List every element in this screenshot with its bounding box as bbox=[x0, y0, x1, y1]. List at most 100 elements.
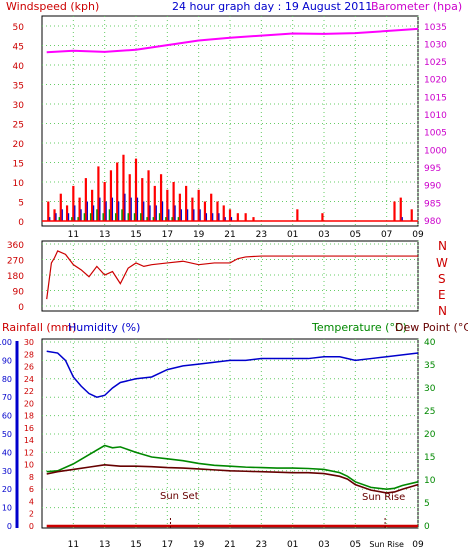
direction-tick-label: 360 bbox=[7, 241, 24, 251]
barometer-line bbox=[46, 27, 419, 54]
weather-x-tick-label: Sun Rise bbox=[369, 540, 404, 549]
weather-x-tick-label: 17 bbox=[162, 540, 173, 550]
weather-x-tick-label: 19 bbox=[193, 540, 205, 550]
rainfall-tick-label: 8 bbox=[29, 473, 34, 482]
compass-e: E bbox=[438, 288, 446, 302]
wind-x-tick-label: 05 bbox=[350, 230, 361, 240]
humidity-tick-label: 0 bbox=[7, 522, 12, 531]
barometer-tick-label: 1030 bbox=[424, 40, 447, 50]
temperature-tick-label: 10 bbox=[424, 476, 436, 486]
temperature-tick-label: 30 bbox=[424, 384, 436, 394]
wind-x-tick-label: 17 bbox=[162, 230, 173, 240]
humidity-line bbox=[46, 350, 419, 398]
wind-x-tick-label: 11 bbox=[68, 230, 79, 240]
barometer-tick-label: 1000 bbox=[424, 146, 447, 156]
wind-tick-label: 5 bbox=[18, 199, 24, 209]
temperature-tick-label: 25 bbox=[424, 407, 435, 417]
humidity-tick-label: 70 bbox=[2, 393, 12, 402]
compass-n-bottom: N bbox=[438, 304, 447, 318]
temperature-tick-label: 0 bbox=[424, 522, 430, 532]
dewpoint-axis-label: Dew Point (°C) bbox=[395, 321, 468, 334]
sunset-label: Sun Set bbox=[160, 491, 199, 502]
direction-panel-frame bbox=[41, 240, 419, 312]
barometer-tick-label: 1035 bbox=[424, 23, 447, 33]
rainfall-tick-label: 28 bbox=[24, 350, 34, 359]
rainfall-tick-label: 18 bbox=[24, 412, 34, 421]
weather-x-tick-label: 13 bbox=[99, 540, 110, 550]
humidity-tick-label: 20 bbox=[2, 485, 12, 494]
humidity-tick-label: 10 bbox=[2, 504, 12, 513]
direction-tick-label: 0 bbox=[18, 303, 24, 313]
weather-x-tick-label: 03 bbox=[318, 540, 329, 550]
wind-x-tick-label: 03 bbox=[318, 230, 329, 240]
rainfall-tick-label: 4 bbox=[29, 497, 34, 506]
humidity-tick-label: 80 bbox=[2, 375, 12, 384]
rainfall-tick-label: 26 bbox=[24, 363, 34, 372]
wind-tick-label: 35 bbox=[13, 82, 24, 92]
compass-s: S bbox=[438, 272, 446, 286]
rainfall-tick-label: 0 bbox=[29, 522, 34, 531]
rainfall-tick-label: 6 bbox=[29, 485, 34, 494]
direction-tick-label: 180 bbox=[7, 272, 24, 282]
windspeed-axis-label: Windspeed (kph) bbox=[6, 0, 99, 13]
barometer-tick-label: 985 bbox=[424, 199, 441, 209]
compass-n-top: N bbox=[438, 239, 447, 253]
humidity-tick-label: 100 bbox=[0, 338, 12, 347]
humidity-tick-label: 50 bbox=[2, 430, 12, 439]
barometer-tick-label: 990 bbox=[424, 182, 441, 192]
graph-title: 24 hour graph day : 19 August 2011 bbox=[172, 0, 372, 13]
humidity-tick-label: 40 bbox=[2, 448, 12, 457]
weather-x-tick-label: 01 bbox=[287, 540, 298, 550]
wind-direction-line bbox=[46, 250, 418, 300]
rainfall-tick-label: 10 bbox=[24, 461, 34, 470]
rainfall-tick-label: 20 bbox=[24, 399, 34, 408]
wind-x-tick-label: 19 bbox=[193, 230, 205, 240]
barometer-tick-label: 980 bbox=[424, 217, 441, 227]
temperature-tick-label: 5 bbox=[424, 499, 430, 509]
rainfall-tick-label: 12 bbox=[24, 448, 34, 457]
direction-tick-label: 90 bbox=[13, 288, 25, 298]
direction-tick-label: 270 bbox=[7, 257, 24, 267]
wind-tick-label: 20 bbox=[13, 140, 25, 150]
wind-tick-label: 30 bbox=[13, 101, 25, 111]
temperature-axis-label: Temperature (°C) bbox=[311, 321, 407, 334]
wind-x-tick-label: 07 bbox=[381, 230, 392, 240]
rainfall-tick-label: 30 bbox=[24, 338, 34, 347]
rainfall-tick-label: 14 bbox=[24, 436, 34, 445]
humidity-tick-label: 90 bbox=[2, 356, 12, 365]
barometer-tick-label: 995 bbox=[424, 164, 441, 174]
barometer-tick-label: 1025 bbox=[424, 58, 447, 68]
wind-tick-label: 0 bbox=[18, 218, 24, 228]
barometer-tick-label: 1005 bbox=[424, 129, 447, 139]
grid-layer bbox=[42, 16, 419, 528]
temperature-tick-label: 15 bbox=[424, 453, 435, 463]
weather-x-tick-label: 21 bbox=[224, 540, 235, 550]
wind-x-tick-label: 01 bbox=[287, 230, 298, 240]
rainfall-tick-label: 22 bbox=[24, 387, 34, 396]
tick-label-layer: 0510152025303540455098098599099510001005… bbox=[0, 23, 447, 550]
wind-x-tick-label: 15 bbox=[130, 230, 141, 240]
wind-x-tick-label: 13 bbox=[99, 230, 110, 240]
barometer-tick-label: 1020 bbox=[424, 76, 447, 86]
weather-x-tick-label: 05 bbox=[350, 540, 361, 550]
humidity-tick-label: 60 bbox=[2, 412, 12, 421]
weather-x-tick-label: 23 bbox=[256, 540, 267, 550]
temperature-tick-label: 35 bbox=[424, 361, 435, 371]
wind-tick-label: 45 bbox=[13, 43, 24, 53]
compass-w: W bbox=[436, 256, 448, 270]
humidity-tick-label: 30 bbox=[2, 467, 12, 476]
weather-x-tick-label: 15 bbox=[130, 540, 141, 550]
dewpoint-line bbox=[46, 464, 419, 494]
temperature-tick-label: 20 bbox=[424, 430, 436, 440]
wind-tick-label: 25 bbox=[13, 121, 24, 131]
weather-x-tick-label: 11 bbox=[68, 540, 79, 550]
rainfall-tick-label: 24 bbox=[24, 375, 34, 384]
barometer-axis-label: Barometer (hpa) bbox=[371, 0, 462, 13]
wind-x-tick-label: 09 bbox=[412, 230, 424, 240]
temperature-line bbox=[46, 444, 419, 491]
barometer-tick-label: 1015 bbox=[424, 93, 447, 103]
wind-tick-label: 15 bbox=[13, 160, 24, 170]
data-mark-layer bbox=[15, 27, 419, 528]
temperature-tick-label: 40 bbox=[424, 338, 436, 348]
